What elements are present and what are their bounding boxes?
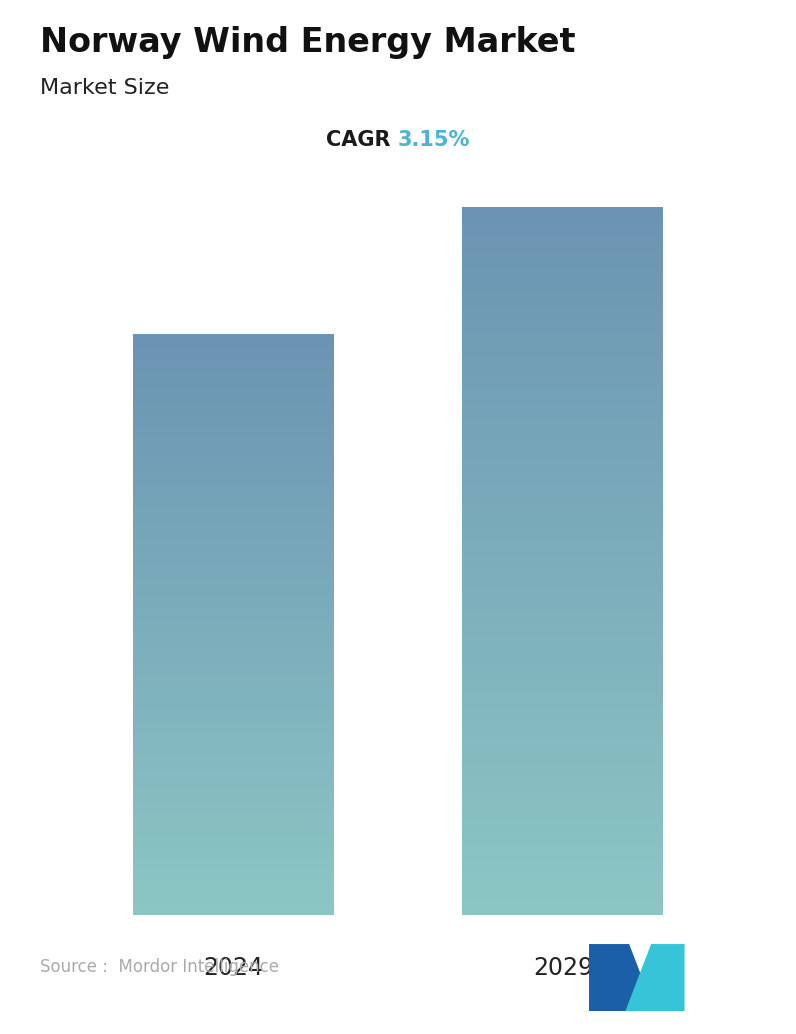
Polygon shape <box>626 944 685 1011</box>
Polygon shape <box>589 944 642 1011</box>
Text: 2029: 2029 <box>533 956 593 980</box>
Text: Market Size: Market Size <box>40 78 170 97</box>
Text: CAGR: CAGR <box>326 129 398 150</box>
Text: Source :  Mordor Intelligence: Source : Mordor Intelligence <box>40 957 279 976</box>
Text: 3.15%: 3.15% <box>398 129 470 150</box>
Text: 2024: 2024 <box>203 956 263 980</box>
Text: Norway Wind Energy Market: Norway Wind Energy Market <box>40 26 576 59</box>
